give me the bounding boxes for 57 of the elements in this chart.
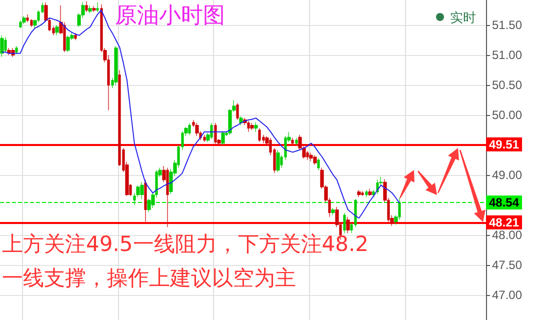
y-tick-label: 50.50	[492, 78, 522, 92]
candlestick	[210, 122, 213, 140]
y-tick-label: 51.50	[492, 18, 522, 32]
candlestick	[343, 212, 346, 234]
candlestick	[195, 122, 199, 136]
y-tick-label: 51.00	[492, 48, 522, 62]
y-tick-label: 47.00	[492, 288, 522, 302]
candlestick	[85, 0, 88, 12]
candlestick	[258, 128, 261, 142]
candlestick	[221, 130, 225, 146]
candlestick	[313, 154, 317, 166]
candlestick	[0, 35, 4, 58]
candlestick	[166, 167, 169, 228]
candlestick	[96, 2, 99, 12]
candlestick	[309, 152, 313, 162]
candlestick	[361, 190, 364, 196]
candlestick	[203, 134, 206, 142]
candlestick	[357, 190, 361, 198]
candlestick	[74, 32, 77, 40]
candlestick	[92, 6, 96, 12]
candlestick	[88, 5, 92, 14]
y-tick-label: 50.00	[492, 108, 522, 122]
candlestick	[214, 122, 217, 144]
annotation: 上方关注49.5一线阻力，下方关注48.2	[2, 231, 369, 258]
candlestick	[317, 158, 320, 170]
candlestick	[291, 138, 294, 146]
candlestick	[114, 46, 118, 86]
candlestick	[188, 122, 191, 136]
candlestick	[30, 18, 33, 28]
y-tick-label: 49.00	[492, 168, 522, 182]
candlestick	[368, 188, 372, 196]
candlestick	[254, 122, 258, 132]
candlestick	[331, 208, 335, 216]
candlestick	[365, 190, 368, 198]
candlestick	[144, 179, 147, 222]
candlestick	[236, 102, 239, 120]
y-tick-label: 48.00	[492, 228, 522, 242]
candlestick	[346, 216, 350, 234]
candlestick	[19, 20, 22, 28]
candlestick	[372, 190, 375, 198]
candlestick	[55, 24, 59, 36]
candlestick	[66, 35, 70, 52]
ref-line-label: 48.54	[489, 196, 520, 210]
candlestick	[276, 150, 280, 172]
candlestick	[22, 16, 26, 24]
ref-line-label: 49.51	[489, 137, 520, 152]
annotation: 实时	[450, 10, 476, 27]
chart-title: 原油小时图	[115, 4, 225, 28]
candlestick	[247, 120, 250, 132]
annotation: 一线支撑，操作上建议以空为主	[2, 265, 296, 292]
y-tick-label: 47.50	[492, 258, 522, 272]
candlestick	[295, 138, 298, 146]
ref-line-label: 48.21	[489, 215, 520, 230]
candlestick	[398, 197, 401, 220]
candlestick	[15, 46, 18, 54]
candlestick	[250, 122, 254, 130]
candlestick	[140, 182, 144, 200]
